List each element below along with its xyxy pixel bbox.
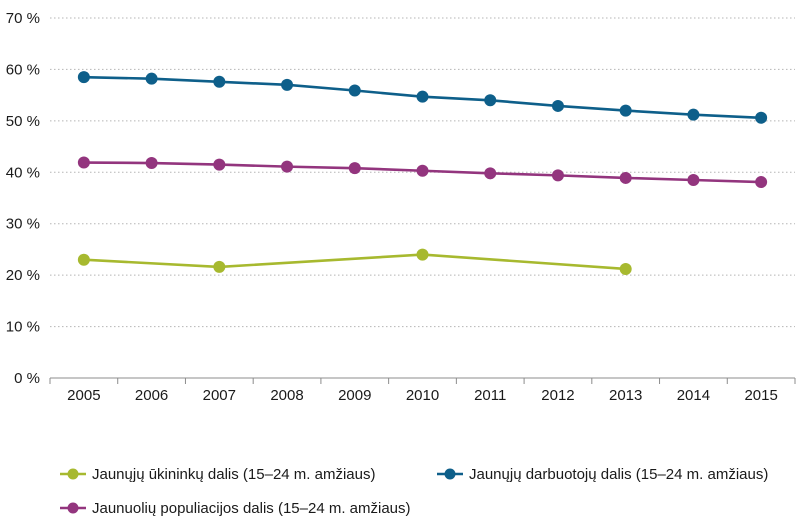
data-point <box>213 158 226 171</box>
data-point <box>77 71 90 84</box>
data-point <box>77 156 90 169</box>
x-tick-label: 2007 <box>203 387 236 404</box>
legend-marker <box>67 502 79 514</box>
series-lines <box>77 71 768 275</box>
legend-label: Jaunųjų ūkininkų dalis (15–24 m. amžiaus… <box>92 466 375 483</box>
legend-item: Jaunuolių populiacijos dalis (15–24 m. a… <box>60 500 411 517</box>
legend-marker <box>67 468 79 480</box>
series-1 <box>77 71 768 124</box>
y-tick-label: 30 % <box>6 216 40 233</box>
data-point <box>281 160 294 173</box>
y-tick-label: 60 % <box>6 61 40 78</box>
data-point <box>281 78 294 91</box>
y-tick-label: 20 % <box>6 267 40 284</box>
data-point <box>619 171 632 184</box>
y-tick-label: 40 % <box>6 164 40 181</box>
x-tick-label: 2006 <box>135 387 168 404</box>
x-tick-label: 2010 <box>406 387 439 404</box>
y-tick-label: 10 % <box>6 319 40 336</box>
data-point <box>213 260 226 273</box>
axes: 0 % 10 % 20 % 30 % 40 % 50 % 60 % 70 % 2005 2006 2… <box>6 10 796 404</box>
x-tick-label: 2014 <box>677 387 710 404</box>
x-tick-label: 2009 <box>338 387 371 404</box>
data-point <box>77 253 90 266</box>
data-point <box>755 111 768 124</box>
legend: Jaunųjų ūkininkų dalis (15–24 m. amžiaus… <box>60 466 768 517</box>
data-point <box>484 94 497 107</box>
data-point <box>755 176 768 189</box>
legend-label: Jaunuolių populiacijos dalis (15–24 m. a… <box>92 500 411 517</box>
x-tick-label: 2013 <box>609 387 642 404</box>
legend-item: Jaunųjų darbuotojų dalis (15–24 m. amžia… <box>437 466 768 483</box>
data-point <box>145 157 158 170</box>
data-point <box>687 108 700 121</box>
data-point <box>416 164 429 177</box>
data-point <box>213 75 226 88</box>
series-0 <box>77 248 632 275</box>
data-point <box>619 262 632 275</box>
legend-marker <box>444 468 456 480</box>
data-point <box>348 162 361 175</box>
data-point <box>416 248 429 261</box>
data-point <box>551 169 564 182</box>
data-point <box>551 99 564 112</box>
data-point <box>348 84 361 97</box>
grid-lines <box>50 17 795 328</box>
legend-item: Jaunųjų ūkininkų dalis (15–24 m. amžiaus… <box>60 466 375 483</box>
data-point <box>145 72 158 85</box>
data-point <box>416 90 429 103</box>
legend-label: Jaunųjų darbuotojų dalis (15–24 m. amžia… <box>469 466 768 483</box>
series-line <box>83 253 626 271</box>
x-tick-label: 2015 <box>744 387 777 404</box>
data-point <box>619 104 632 117</box>
x-tick-label: 2012 <box>541 387 574 404</box>
data-point <box>687 174 700 186</box>
x-tick-label: 2008 <box>270 387 303 404</box>
x-tick-label: 2005 <box>67 387 100 404</box>
y-tick-label: 70 % <box>6 10 40 27</box>
y-tick-label: 0 % <box>14 370 40 387</box>
data-point <box>484 167 497 180</box>
y-tick-label: 50 % <box>6 113 40 130</box>
series-2 <box>77 156 768 189</box>
x-tick-label: 2011 <box>474 387 506 404</box>
